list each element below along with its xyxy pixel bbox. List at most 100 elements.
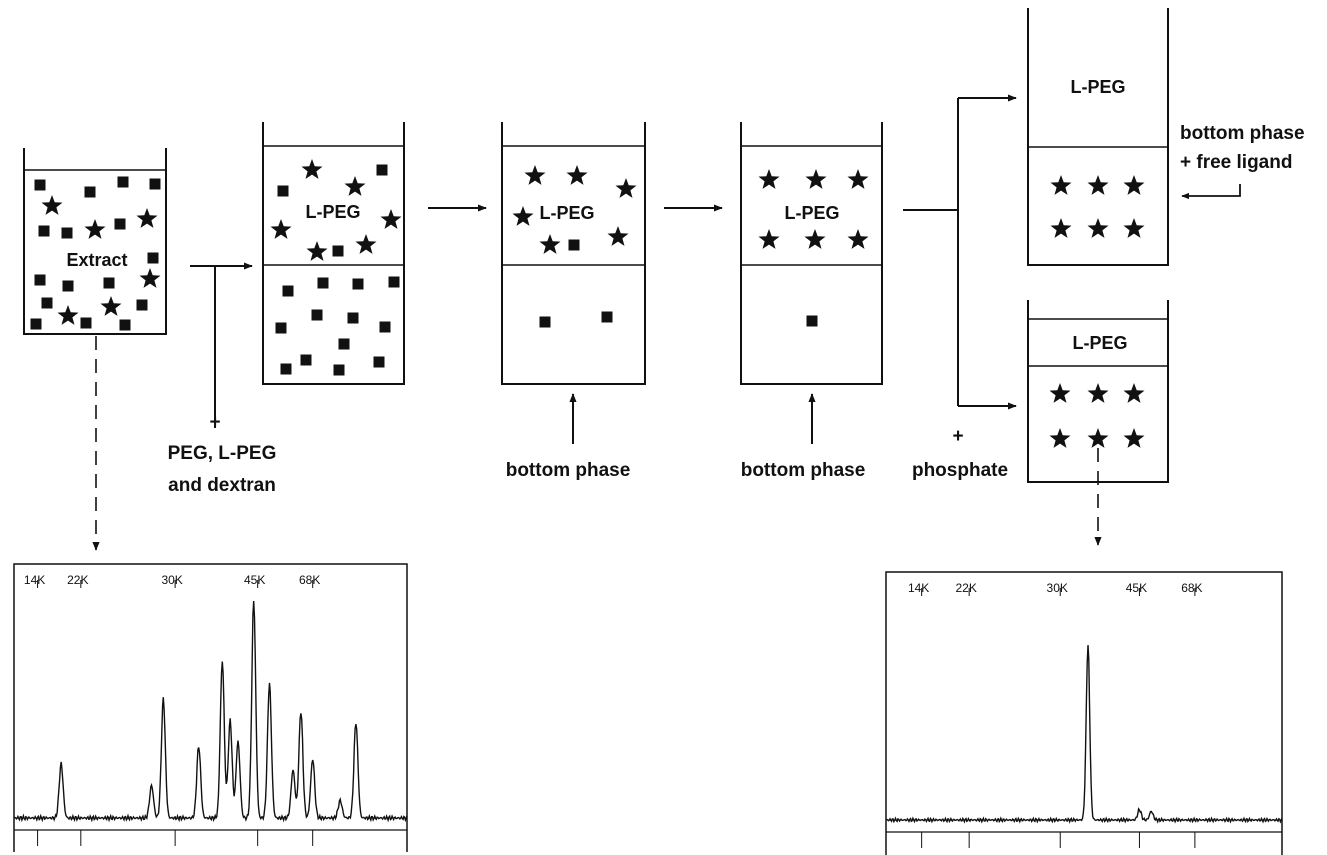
square-particle-icon [149,178,161,190]
square-particle-icon [30,318,42,330]
chart-tick-label: 14K [24,573,45,587]
square-particle-icon [601,311,613,323]
square-particle-icon [119,319,131,331]
chart-tick-label: 45K [244,573,265,587]
vessel-3-particles [758,169,869,327]
square-particle-icon [282,285,294,297]
bottom-phase-free-ligand-line2: + free ligand [1180,152,1292,173]
star-particle-icon [607,226,629,246]
star-particle-icon [1050,175,1072,195]
square-particle-icon [136,299,148,311]
extract-label: Extract [66,250,127,270]
square-particle-icon [34,179,46,191]
chart-tick-label: 30K [161,573,182,587]
star-particle-icon [1049,428,1071,448]
chart-tick-label: 14K [908,581,929,595]
star-particle-icon [344,176,366,196]
square-particle-icon [388,276,400,288]
star-particle-icon [1049,383,1071,403]
square-particle-icon [806,315,818,327]
vessel-4-top-label: L-PEG [1070,77,1125,97]
square-particle-icon [38,225,50,237]
square-particle-icon [41,297,53,309]
star-particle-icon [615,178,637,198]
star-particle-icon [512,206,534,226]
star-particle-icon [566,165,588,185]
star-particle-icon [1087,428,1109,448]
vessel-4: L-PEG [1027,8,1169,266]
star-particle-icon [1123,428,1145,448]
star-particle-icon [139,268,161,288]
vessel-5-particles [1049,383,1145,448]
square-particle-icon [352,278,364,290]
square-particle-icon [376,164,388,176]
star-particle-icon [539,234,561,254]
plus-sign-phosphate: + [952,426,963,447]
star-particle-icon [847,229,869,249]
square-particle-icon [277,185,289,197]
square-particle-icon [333,364,345,376]
chart-tick-label: 68K [299,573,320,587]
extract-vessel: Extract [23,148,167,335]
vessel-1-particles [270,159,402,376]
square-particle-icon [103,277,115,289]
vessel-5: L-PEG [1027,300,1169,483]
chart-frame [885,571,1283,855]
square-particle-icon [539,316,551,328]
square-particle-icon [280,363,292,375]
star-particle-icon [758,169,780,189]
plus-sign-reagents: + [209,412,220,433]
square-particle-icon [338,338,350,350]
square-particle-icon [34,274,46,286]
bottom-phase-label-2: bottom phase [741,460,866,481]
extract-electrophoresis-trace: 14K 22K 30K 45K 68K [13,563,408,852]
star-particle-icon [1087,383,1109,403]
chart-tick-label: 68K [1181,581,1202,595]
star-particle-icon [306,241,328,261]
chart-tick-label: 30K [1047,581,1068,595]
square-particle-icon [332,245,344,257]
star-particle-icon [1123,175,1145,195]
square-particle-icon [317,277,329,289]
square-particle-icon [379,321,391,333]
square-particle-icon [62,280,74,292]
reagent-addition-arrow [214,262,253,428]
star-particle-icon [1050,218,1072,238]
star-particle-icon [524,165,546,185]
square-particle-icon [80,317,92,329]
star-particle-icon [1123,218,1145,238]
square-particle-icon [117,176,129,188]
star-particle-icon [84,219,106,239]
star-particle-icon [804,229,826,249]
star-particle-icon [1087,218,1109,238]
star-particle-icon [100,296,122,316]
star-particle-icon [355,234,377,254]
square-particle-icon [300,354,312,366]
star-particle-icon [270,219,292,239]
phosphate-label: phosphate [912,460,1008,481]
square-particle-icon [373,356,385,368]
square-particle-icon [568,239,580,251]
vessel-1: L-PEG [262,122,405,385]
star-particle-icon [57,305,79,325]
vessel-2-particles [512,165,637,328]
square-particle-icon [275,322,287,334]
vessel-2: L-PEG [501,122,646,385]
star-particle-icon [805,169,827,189]
chart-trace-line [13,600,408,823]
chart-trace-line [885,645,1283,824]
bottom-phase-label-1: bottom phase [506,460,631,481]
star-particle-icon [1087,175,1109,195]
vessel-4-particles [1050,175,1145,238]
star-particle-icon [301,159,323,179]
vessel-3-top-label: L-PEG [784,203,839,223]
vessel-3: L-PEG [740,122,883,385]
square-particle-icon [311,309,323,321]
star-particle-icon [758,229,780,249]
vessel-1-top-label: L-PEG [305,202,360,222]
square-particle-icon [147,252,159,264]
chart-frame [13,563,408,852]
purified-electrophoresis-trace: 14K 22K 30K 45K 68K [885,571,1283,855]
star-particle-icon [847,169,869,189]
chart-tick-label: 22K [67,573,88,587]
